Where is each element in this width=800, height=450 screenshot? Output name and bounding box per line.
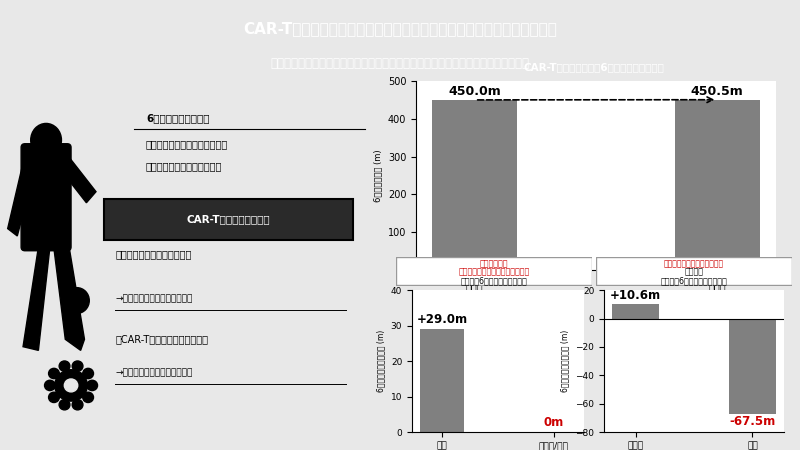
- Text: CAR-T細胞療法患者では: CAR-T細胞療法患者では: [186, 214, 270, 225]
- Ellipse shape: [59, 361, 70, 371]
- Text: サイトカイン放出症候群の発症で: サイトカイン放出症候群の発症で: [458, 267, 530, 276]
- Text: +29.0m: +29.0m: [417, 313, 468, 326]
- Text: →治療前時点での身体機能低下: →治療前時点での身体機能低下: [115, 294, 193, 303]
- Text: CAR-T細胞療法の質改善に向けリハビリテーションが果たす役割を発見: CAR-T細胞療法の質改善に向けリハビリテーションが果たす役割を発見: [243, 21, 557, 36]
- Ellipse shape: [82, 392, 94, 402]
- Y-axis label: 6分間歩行距離変化量 (m): 6分間歩行距離変化量 (m): [561, 330, 570, 392]
- Text: 治療後の6分間歩行距離は低下: 治療後の6分間歩行距離は低下: [461, 276, 527, 285]
- Text: 中等症以上の: 中等症以上の: [480, 259, 508, 268]
- Bar: [729, 319, 776, 414]
- Ellipse shape: [49, 392, 59, 402]
- FancyBboxPatch shape: [21, 144, 71, 251]
- Text: 6分間歩行距離とは？: 6分間歩行距離とは？: [146, 113, 210, 123]
- Ellipse shape: [72, 400, 83, 410]
- Ellipse shape: [30, 123, 62, 157]
- Ellipse shape: [82, 369, 94, 378]
- Bar: [612, 304, 659, 319]
- Y-axis label: 6分間歩行距離変化量 (m): 6分間歩行距離変化量 (m): [376, 330, 386, 392]
- Text: ・CAR-T細胞療法特有の合併症: ・CAR-T細胞療法特有の合併症: [115, 334, 208, 344]
- Ellipse shape: [72, 361, 83, 371]
- Text: 免疫細胞関連神経毒性症候群: 免疫細胞関連神経毒性症候群: [664, 259, 724, 268]
- Ellipse shape: [49, 369, 59, 378]
- Text: 450.0m: 450.0m: [449, 85, 501, 98]
- Text: CAR-T細胞療法前後の6分間歩行距離の変化: CAR-T細胞療法前後の6分間歩行距離の変化: [523, 63, 665, 72]
- Text: 0m: 0m: [544, 416, 564, 429]
- Ellipse shape: [54, 370, 87, 401]
- Text: 450.5m: 450.5m: [691, 85, 743, 98]
- Text: ・簡便かつ低侵襲で計測可能: ・簡便かつ低侵襲で計測可能: [146, 161, 222, 171]
- Text: -67.5m: -67.5m: [730, 415, 775, 428]
- Polygon shape: [8, 155, 37, 236]
- FancyBboxPatch shape: [104, 199, 354, 240]
- Text: 治療後の6分間歩行距離は低下: 治療後の6分間歩行距離は低下: [661, 276, 727, 285]
- Text: ・運動耐容能（持久力）を反映: ・運動耐容能（持久力）を反映: [146, 139, 228, 149]
- Ellipse shape: [74, 326, 80, 334]
- Bar: [420, 329, 465, 432]
- Bar: [432, 100, 518, 270]
- Y-axis label: 6分間歩行距離 (m): 6分間歩行距離 (m): [374, 149, 382, 202]
- Ellipse shape: [45, 380, 55, 391]
- Polygon shape: [54, 247, 85, 351]
- Ellipse shape: [86, 380, 98, 391]
- Text: の発症で: の発症で: [685, 267, 703, 276]
- FancyBboxPatch shape: [396, 257, 592, 285]
- Text: +10.6m: +10.6m: [610, 289, 661, 302]
- Text: ・治療歴が長期に及んでいる: ・治療歴が長期に及んでいる: [115, 249, 191, 260]
- Text: →治療後の身体機能低下リスク: →治療後の身体機能低下リスク: [115, 368, 193, 377]
- Polygon shape: [23, 247, 50, 351]
- Bar: [674, 100, 760, 270]
- FancyBboxPatch shape: [596, 257, 792, 285]
- Polygon shape: [58, 155, 96, 203]
- Ellipse shape: [64, 288, 90, 314]
- Text: －リアルワールドデータを用いた運動耐容能低下に影響を及ぼすリスク因子解析－: －リアルワールドデータを用いた運動耐容能低下に影響を及ぼすリスク因子解析－: [270, 57, 530, 70]
- Ellipse shape: [59, 400, 70, 410]
- Ellipse shape: [64, 379, 78, 392]
